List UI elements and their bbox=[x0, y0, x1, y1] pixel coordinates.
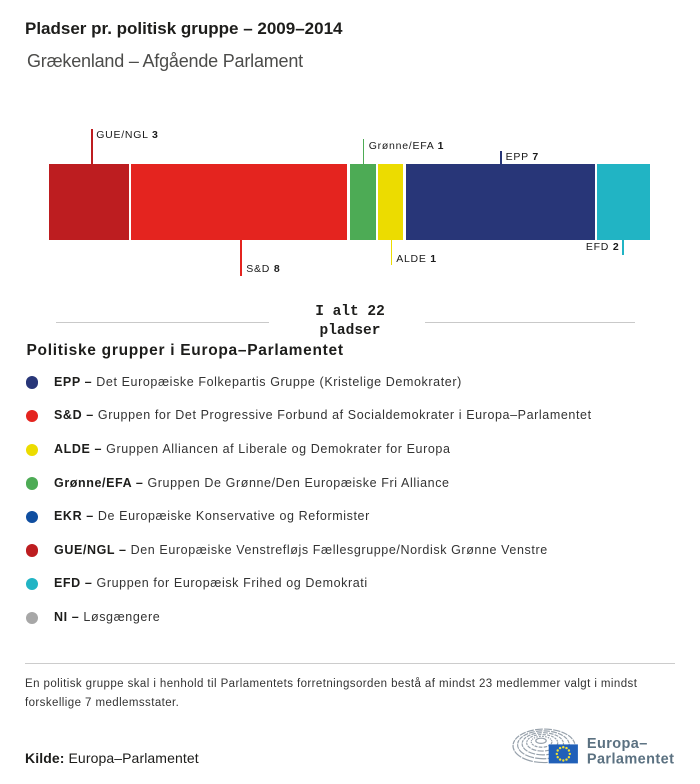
svg-text:Europa–: Europa– bbox=[587, 736, 648, 752]
svg-text:Parlamentet: Parlamentet bbox=[587, 752, 674, 768]
